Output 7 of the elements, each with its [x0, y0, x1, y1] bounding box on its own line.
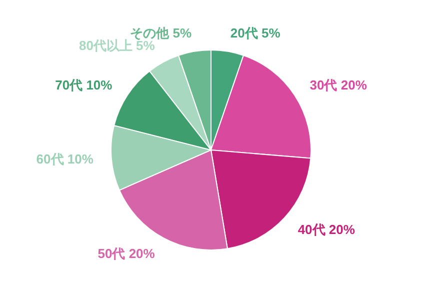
- slice-label: 40代 20%: [298, 222, 356, 237]
- slice-label: 30代 20%: [310, 77, 368, 92]
- slice-label: 50代 20%: [98, 246, 156, 261]
- slice-label: その他 5%: [130, 26, 192, 41]
- slice-label: 60代 10%: [36, 152, 94, 167]
- slice-label: 70代 10%: [55, 77, 113, 92]
- slice-label: 20代 5%: [230, 26, 281, 41]
